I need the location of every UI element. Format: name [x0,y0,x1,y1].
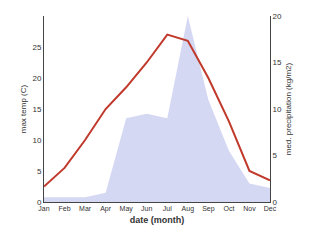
svg-text:5: 5 [273,151,278,160]
svg-text:10: 10 [273,105,282,114]
svg-text:10: 10 [32,136,41,145]
svg-text:0: 0 [273,198,278,207]
svg-text:Oct: Oct [223,205,234,212]
svg-text:15: 15 [32,105,41,114]
svg-text:Jun: Jun [141,205,152,212]
svg-text:Aug: Aug [182,205,195,213]
svg-text:25: 25 [32,43,41,52]
svg-text:May: May [120,205,134,213]
svg-text:5: 5 [37,167,42,176]
svg-text:Mar: Mar [79,205,92,212]
svg-text:date (month): date (month) [130,215,185,225]
svg-text:Dec: Dec [264,205,277,212]
svg-text:15: 15 [273,58,282,67]
svg-text:20: 20 [273,12,282,21]
svg-text:Feb: Feb [59,205,71,212]
svg-text:Jul: Jul [163,205,172,212]
svg-text:Jan: Jan [38,205,49,212]
svg-text:Apr: Apr [100,205,112,213]
svg-text:Sep: Sep [202,205,215,213]
svg-text:0: 0 [37,198,42,207]
svg-text:med. precipitation (kg/m2): med. precipitation (kg/m2) [284,62,293,155]
svg-text:20: 20 [32,74,41,83]
svg-text:Nov: Nov [243,205,256,212]
svg-text:max temp (C): max temp (C) [19,84,28,133]
